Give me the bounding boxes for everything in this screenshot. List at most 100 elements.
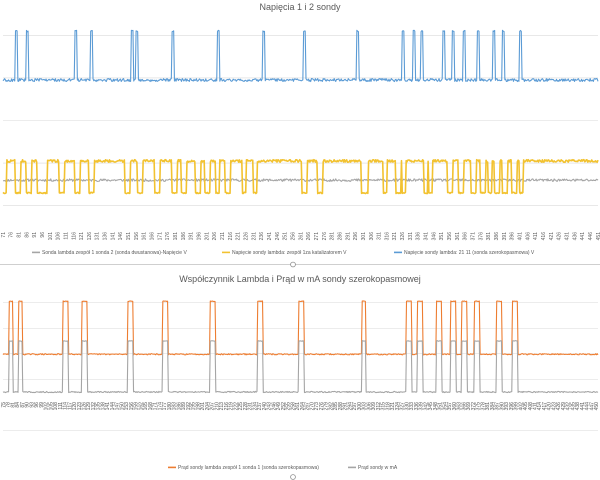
lambda-current-x-tick-label: 318 (385, 402, 391, 411)
lambda-current-series-line-1 (2, 300, 599, 356)
lambda-current-x-tick-label: 120 (72, 402, 78, 411)
lambda-current-x-tick-label: 156 (129, 402, 135, 411)
voltage-x-tick-label: 236 (259, 232, 265, 241)
voltage-x-tick-label: 196 (197, 232, 203, 241)
voltage-x-tick-label: 331 (408, 232, 414, 241)
lambda-current-x-tick-label: 252 (281, 402, 287, 411)
lambda-current-x-tick-label: 87 (20, 402, 26, 408)
voltage-x-tick-label: 426 (557, 232, 563, 241)
voltage-x-tick-label: 201 (204, 232, 210, 241)
voltage-chart-series (2, 29, 599, 195)
lambda-current-legend-label: Prąd sondy w mA (358, 465, 398, 471)
lambda-current-x-tick-label: 138 (100, 402, 106, 411)
lambda-current-x-tick-label: 213 (219, 402, 225, 411)
lambda-current-x-tick-label: 327 (400, 402, 406, 411)
lambda-current-x-tick-label: 180 (167, 402, 173, 411)
voltage-x-tick-label: 116 (71, 232, 77, 240)
lambda-current-x-tick-label: 432 (566, 402, 572, 411)
lambda-current-x-tick-label: 240 (262, 402, 268, 411)
lambda-current-x-tick-label: 282 (328, 402, 334, 411)
lambda-current-x-tick-label: 300 (357, 402, 363, 411)
voltage-x-tick-label: 266 (306, 232, 312, 241)
lambda-current-x-tick-label: 378 (480, 402, 486, 411)
voltage-x-tick-label: 346 (431, 232, 437, 241)
lambda-current-x-tick-label: 357 (447, 402, 453, 411)
voltage-x-tick-label: 286 (337, 232, 343, 241)
voltage-x-tick-label: 446 (588, 232, 594, 241)
lambda-current-x-tick-label: 270 (309, 402, 315, 411)
lambda-current-x-tick-label: 441 (580, 402, 586, 411)
lambda-current-x-tick-label: 303 (362, 402, 368, 411)
resize-handle-bottom[interactable] (290, 474, 296, 480)
voltage-x-tick-label: 436 (572, 232, 578, 241)
lambda-current-x-tick-label: 336 (414, 402, 420, 411)
voltage-x-tick-label: 241 (267, 232, 273, 241)
lambda-current-x-tick-label: 135 (96, 402, 102, 411)
lambda-current-x-tick-label: 204 (205, 402, 211, 411)
lambda-current-x-tick-label: 417 (542, 402, 548, 411)
voltage-x-tick-label: 431 (564, 232, 570, 241)
voltage-x-tick-label: 186 (181, 232, 187, 241)
lambda-current-x-tick-label: 309 (371, 402, 377, 411)
lambda-current-x-tick-label: 186 (176, 402, 182, 411)
lambda-current-x-tick-label: 210 (214, 402, 220, 411)
voltage-x-tick-label: 216 (228, 232, 234, 241)
lambda-current-x-tick-label: 189 (181, 402, 187, 411)
voltage-x-tick-label: 171 (157, 232, 163, 241)
resize-handle-top[interactable] (290, 261, 296, 268)
voltage-x-tick-label: 291 (345, 232, 351, 241)
voltage-x-tick-label: 406 (525, 232, 531, 241)
lambda-current-x-tick-label: 216 (224, 402, 230, 411)
voltage-x-tick-label: 226 (243, 232, 249, 241)
lambda-current-x-tick-label: 348 (433, 402, 439, 411)
voltage-x-tick-label: 301 (361, 232, 367, 241)
voltage-chart-title: Napięcia 1 i 2 sondy (259, 2, 341, 12)
lambda-current-x-tick-label: 411 (533, 402, 539, 410)
voltage-x-tick-label: 96 (40, 232, 46, 238)
lambda-current-x-tick-label: 276 (319, 402, 325, 411)
lambda-current-x-tick-label: 261 (295, 402, 301, 411)
lambda-current-x-tick-label: 255 (286, 402, 292, 411)
lambda-current-x-tick-label: 402 (518, 402, 524, 411)
lambda-current-x-tick-label: 438 (575, 402, 581, 411)
voltage-x-tick-label: 176 (165, 232, 171, 241)
lambda-current-x-tick-label: 246 (271, 402, 277, 411)
lambda-current-x-tick-label: 390 (499, 402, 505, 411)
lambda-current-x-tick-label: 75 (1, 402, 7, 408)
lambda-current-x-tick-label: 288 (338, 402, 344, 411)
voltage-x-tick-label: 326 (400, 232, 406, 241)
lambda-current-x-tick-label: 219 (229, 402, 235, 411)
voltage-x-tick-label: 251 (283, 232, 289, 241)
lambda-current-x-tick-label: 96 (34, 402, 40, 408)
voltage-x-tick-label: 71 (1, 232, 7, 238)
lambda-current-x-tick-label: 414 (537, 402, 543, 411)
voltage-x-tick-label: 336 (416, 232, 422, 241)
lambda-current-x-tick-label: 444 (585, 402, 591, 411)
voltage-x-tick-label: 441 (580, 232, 586, 241)
voltage-chart: Napięcia 1 i 2 sondy 71 76 81 86 91 96 101 106 1… (1, 2, 600, 256)
lambda-current-x-tick-label: 423 (551, 402, 557, 411)
lambda-current-x-tick-label: 447 (589, 402, 595, 411)
lambda-current-x-tick-label: 339 (419, 402, 425, 411)
voltage-x-tick-label: 311 (377, 232, 383, 240)
voltage-x-tick-label: 351 (439, 232, 445, 241)
lambda-current-x-tick-label: 315 (381, 402, 387, 411)
lambda-current-x-tick-label: 291 (343, 402, 349, 411)
voltage-x-tick-label: 411 (533, 232, 539, 240)
lambda-current-x-tick-label: 99 (39, 402, 45, 408)
lambda-current-x-tick-label: 237 (257, 402, 263, 411)
lambda-current-x-tick-label: 225 (238, 402, 244, 411)
lambda-current-x-tick-label: 243 (267, 402, 273, 411)
voltage-x-tick-label: 161 (142, 232, 148, 241)
voltage-chart-x-ticks: 71 76 81 86 91 96 101 106 111 116 121 126 131 136 141 1… (1, 232, 600, 241)
lambda-current-chart: Współczynnik Lambda i Prąd w mA sondy sz… (1, 274, 600, 471)
voltage-x-tick-label: 111 (63, 232, 69, 240)
lambda-current-x-tick-label: 111 (58, 402, 64, 410)
lambda-current-x-tick-label: 360 (452, 402, 458, 411)
voltage-x-tick-label: 211 (220, 232, 226, 240)
lambda-current-x-tick-label: 168 (148, 402, 154, 411)
lambda-current-x-tick-label: 258 (290, 402, 296, 411)
voltage-x-tick-label: 361 (455, 232, 461, 241)
lambda-current-x-tick-label: 147 (115, 402, 121, 411)
voltage-x-tick-label: 316 (384, 232, 390, 241)
